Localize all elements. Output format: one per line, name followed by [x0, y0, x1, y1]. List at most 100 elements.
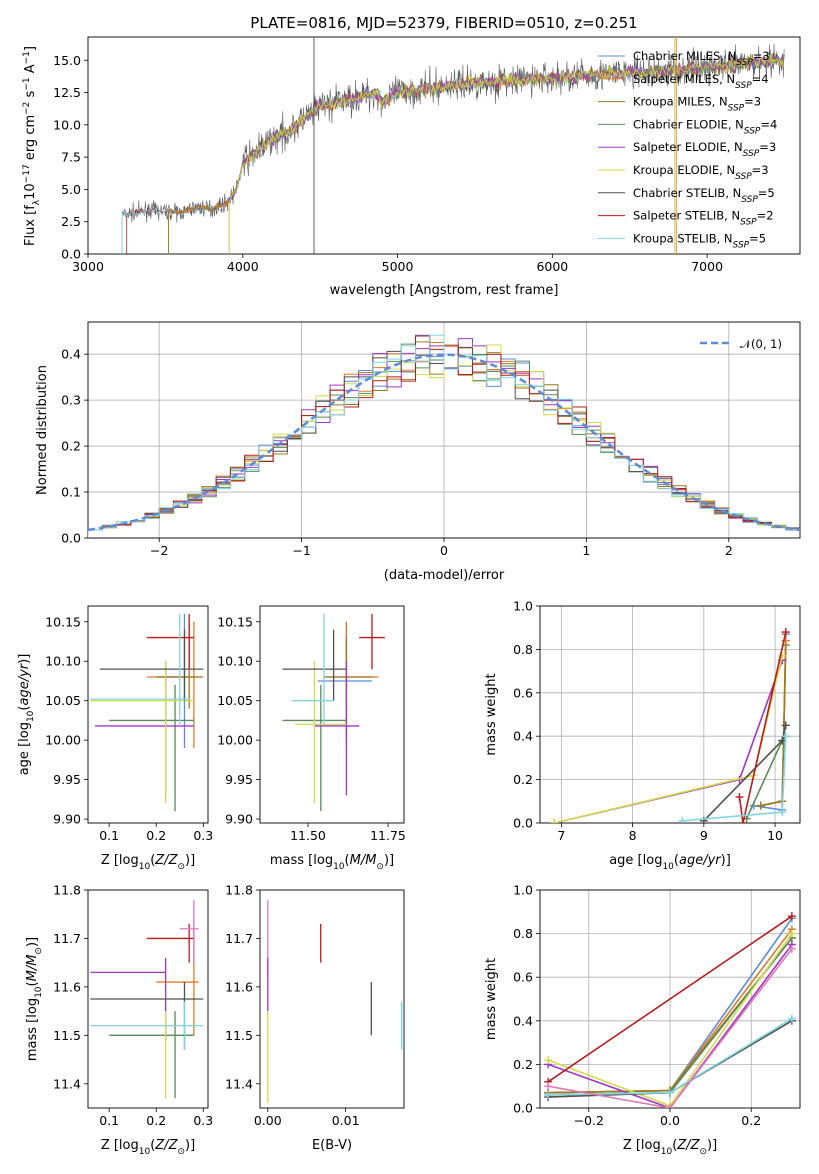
y-tick-label: 0.4	[513, 1013, 533, 1028]
legend-entry: Salpeter STELIB, NSSP=2	[633, 209, 774, 228]
legend-entry: Salpeter ELODIE, NSSP=3	[633, 140, 776, 159]
axes-frame	[259, 605, 405, 824]
y-tick-label: 10.05	[45, 693, 81, 708]
age-vs-Z-axes: 0.1 0.2 0.3 9.90 9.95 10.00 10.05 10.10 10.15	[45, 605, 213, 843]
age-vs-mass-axes: 11.50 11.75 9.90 9.95 10.00 10.05 10.10 10.15	[217, 605, 406, 843]
clip-spec-content	[121, 37, 785, 254]
legend: Chabrier MILES, NSSP=3 Salpeter MILES, NS…	[598, 49, 777, 250]
x-tick-label: 11.75	[370, 828, 406, 843]
x-tick-label: 7	[557, 828, 565, 843]
massweight-marker	[666, 1104, 674, 1108]
y-tick-label: 0.0	[61, 247, 81, 262]
figure-title: PLATE=0816, MJD=52379, FIBERID=0510, z=0…	[250, 14, 637, 32]
axes-frame	[259, 889, 405, 1109]
y-tick-label: 2.5	[61, 214, 81, 229]
normal-curve	[88, 353, 800, 532]
massweight-marker	[544, 1056, 553, 1065]
massweight-vs-Z-axes: −0.2 0.0 0.2 0.0 0.2 0.4 0.6 0.8 1.0	[513, 883, 801, 1128]
y-tick-label: 0.8	[513, 642, 533, 657]
y-tick-label: 0.2	[513, 772, 533, 787]
clip-hist-content	[88, 334, 800, 538]
clip-massweight-vs-age-content	[550, 628, 790, 823]
x-tick-label: 0.01	[332, 1113, 360, 1128]
y-tick-label: 0.2	[513, 1057, 533, 1072]
y-tick-label: 0.2	[61, 439, 81, 454]
massweight-marker	[544, 1082, 553, 1091]
legend-entry: 𝒩(0, 1)	[740, 337, 782, 351]
massweight-marker	[678, 816, 687, 823]
x-tick-label: −1	[292, 543, 310, 558]
y-tick-label: 7.5	[61, 150, 81, 165]
y-tick-label: 9.90	[53, 812, 81, 827]
x-tick-label: 0.2	[146, 1113, 166, 1128]
massweight-series-line	[738, 631, 787, 823]
massweight-marker	[778, 808, 787, 817]
clip-mass-vs-Z-content	[90, 899, 204, 1099]
x-tick-label: 2	[725, 543, 733, 558]
legend-entry: Chabrier MILES, NSSP=3	[633, 49, 770, 68]
y-tick-label: 10.00	[217, 733, 253, 748]
clip-massweight-vs-Z-content	[544, 912, 796, 1108]
y-tick-label: 11.4	[53, 1076, 81, 1091]
y-tick-label: 11.7	[225, 931, 253, 946]
y-tick-label: 0.0	[513, 1101, 533, 1116]
y-tick-label: 11.8	[53, 883, 81, 898]
y-tick-label: 5.0	[61, 182, 81, 197]
y-tick-label: 12.5	[53, 85, 81, 100]
y-tick-label: 15.0	[53, 53, 81, 68]
x-tick-label: 0.00	[254, 1113, 282, 1128]
x-tick-label: −2	[150, 543, 168, 558]
y-tick-label: 11.5	[53, 1028, 81, 1043]
y-tick-label: 10.00	[45, 733, 81, 748]
axes-frame	[87, 889, 209, 1109]
legend-entry: Kroupa STELIB, NSSP=5	[633, 231, 766, 250]
y-tick-label: 1.0	[513, 883, 533, 898]
massweight-marker	[787, 1014, 796, 1023]
x-axis-label: Z [log10(Z/Z⊙)]	[101, 1138, 195, 1157]
axes-frame	[87, 605, 209, 824]
x-tick-label: −0.2	[574, 1113, 604, 1128]
axes-frame	[539, 605, 801, 824]
legend-entry: Kroupa MILES, NSSP=3	[633, 95, 761, 114]
y-axis-label: mass [log10(M/M⊙)]	[25, 937, 44, 1061]
x-axis-label: Z [log10(Z/Z⊙)]	[623, 1138, 717, 1157]
massweight-marker	[666, 1088, 674, 1097]
massweight-marker	[778, 651, 787, 660]
y-tick-label: 9.90	[225, 812, 253, 827]
x-axis-label: Z [log10(Z/Z⊙)]	[101, 853, 195, 872]
x-tick-label: 8	[629, 828, 637, 843]
x-tick-label: 10	[767, 828, 783, 843]
y-axis-label: mass weight	[484, 958, 499, 1040]
y-tick-label: 9.95	[225, 772, 253, 787]
y-tick-label: 11.8	[225, 883, 253, 898]
massweight-marker	[781, 721, 790, 730]
massweight-marker	[544, 1090, 553, 1099]
massweight-marker	[781, 628, 790, 637]
massweight-marker	[756, 801, 765, 810]
x-tick-label: 0.1	[99, 1113, 119, 1128]
massweight-series-line	[547, 948, 793, 1108]
legend-entry: Chabrier ELODIE, NSSP=4	[633, 117, 777, 136]
massweight-marker	[739, 819, 748, 823]
x-tick-label: 0.1	[99, 828, 119, 843]
mass-vs-ebv-axes: 0.00 0.01 11.4 11.5 11.6 11.7 11.8	[225, 883, 405, 1128]
x-tick-label: 0.2	[146, 828, 166, 843]
axes-frame	[87, 36, 801, 255]
x-axis-label: wavelength [Angstrom, rest frame]	[330, 283, 559, 298]
y-tick-label: 11.4	[225, 1076, 253, 1091]
y-tick-label: 11.6	[225, 979, 253, 994]
y-tick-label: 10.05	[217, 693, 253, 708]
massweight-marker	[787, 944, 796, 953]
massweight-series-line	[547, 915, 793, 1083]
massweight-series-line	[703, 725, 787, 822]
x-tick-label: 5000	[382, 259, 414, 274]
massweight-series-line	[547, 944, 793, 1108]
y-tick-label: 0.3	[61, 393, 81, 408]
legend: 𝒩(0, 1)	[700, 337, 782, 351]
x-tick-label: 0.3	[193, 828, 213, 843]
clip-mass-vs-ebv-content	[267, 899, 403, 1104]
x-axis-label: (data-model)/error	[384, 568, 505, 583]
x-axis-label: mass [log10(M/M⊙)]	[270, 853, 394, 872]
y-tick-label: 10.0	[53, 117, 81, 132]
y-tick-label: 0.6	[513, 685, 533, 700]
